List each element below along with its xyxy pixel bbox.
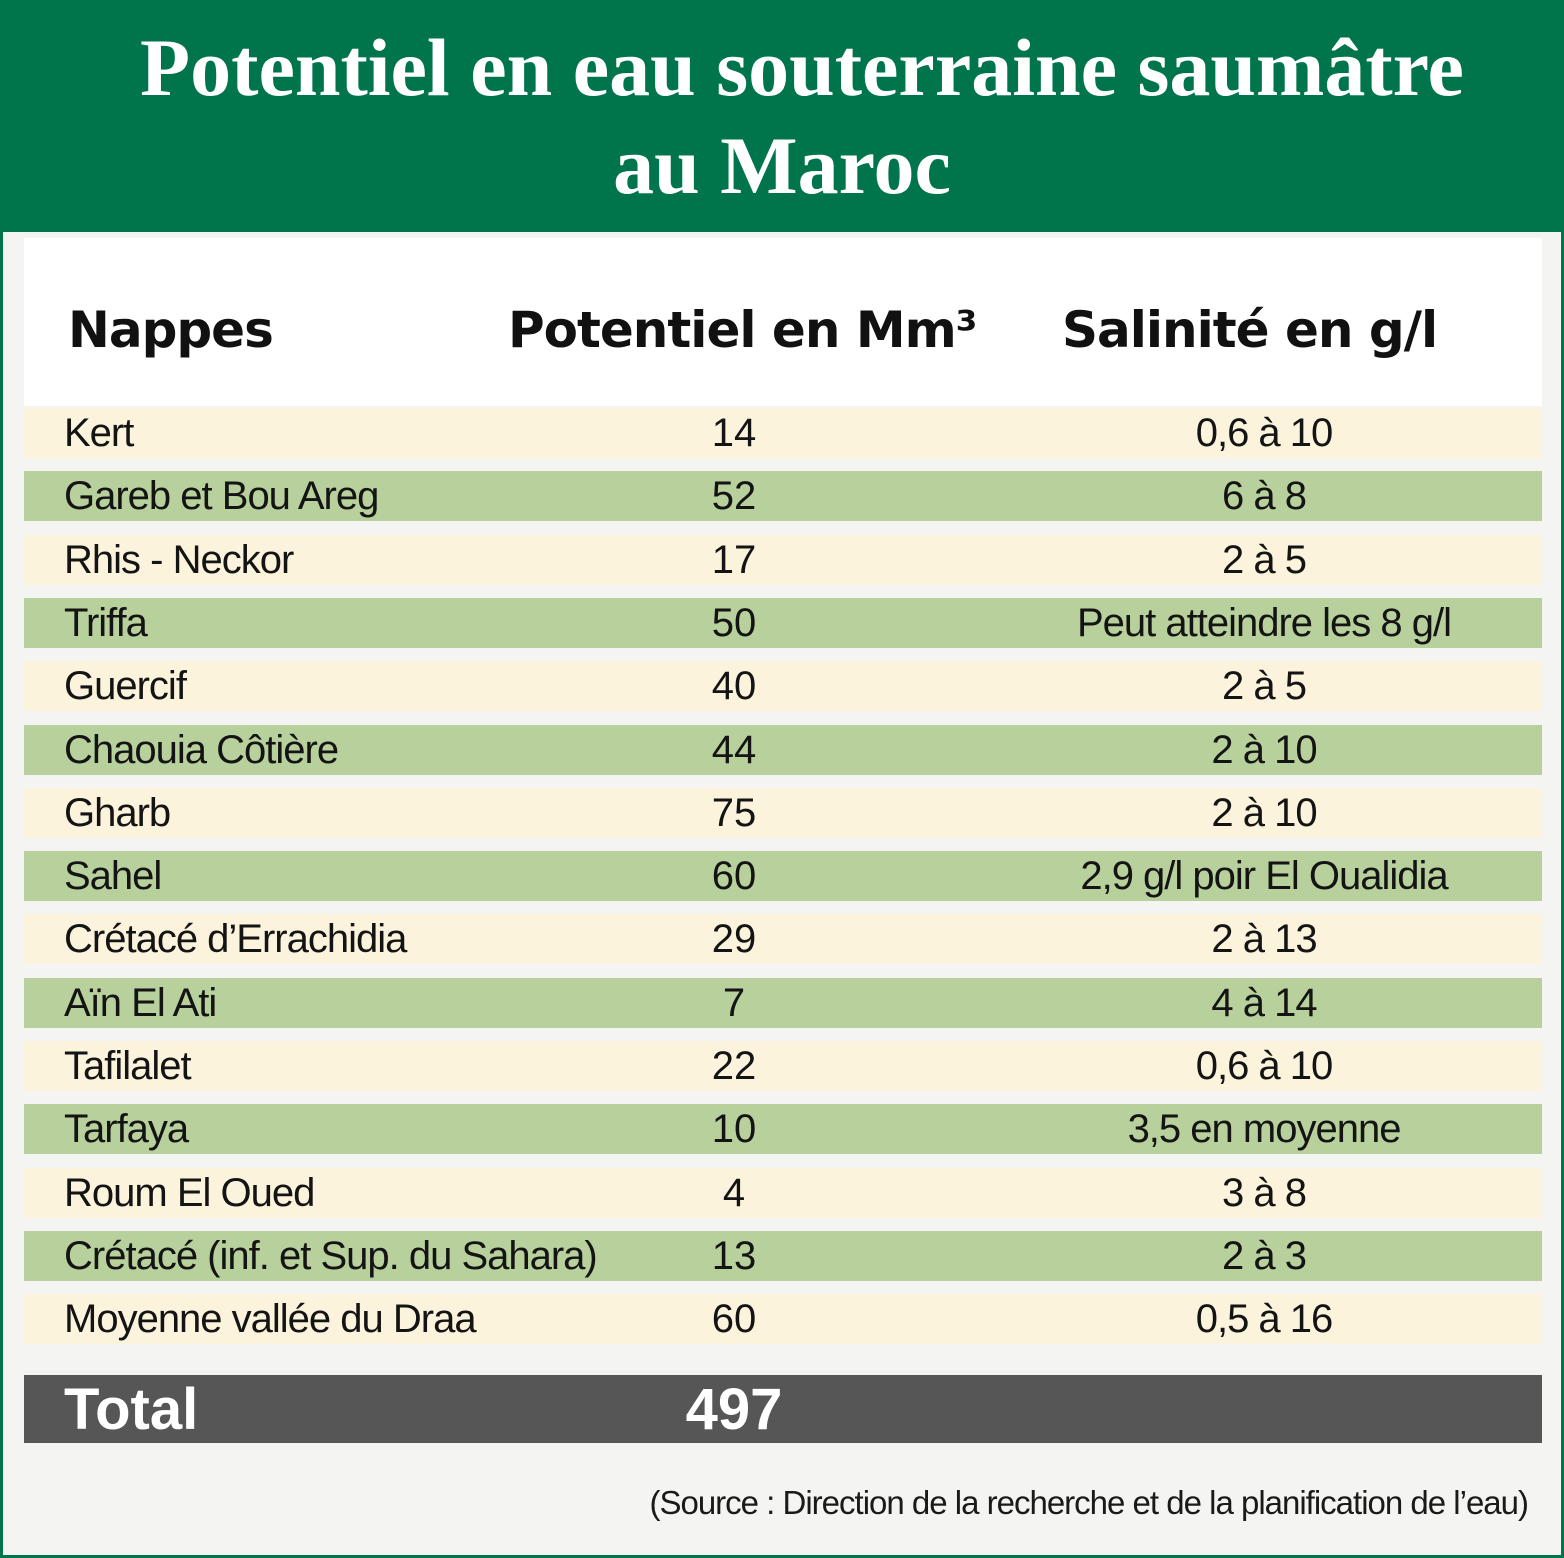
table-row: Sahel 60 2,9 g/l poir El Oualidia [24, 851, 1542, 901]
cell-potentiel: 52 [711, 474, 757, 518]
table-row: Crétacé (inf. et Sup. du Sahara) 13 2 à 3 [24, 1231, 1542, 1281]
column-header-nappes: Nappes [68, 301, 274, 359]
cell-nappe: Triffa [64, 601, 148, 645]
cell-potentiel: 10 [711, 1107, 757, 1151]
table-row: Gharb 75 2 à 10 [24, 788, 1542, 838]
total-row: Total 497 [24, 1375, 1542, 1443]
cell-nappe: Aïn El Ati [64, 981, 217, 1025]
cell-salinite: 2 à 10 [1211, 791, 1317, 835]
table-row: Moyenne vallée du Draa 60 0,5 à 16 [24, 1294, 1542, 1344]
table-row: Crétacé d’Errachidia 29 2 à 13 [24, 914, 1542, 964]
cell-salinite: 6 à 8 [1222, 474, 1307, 518]
table-row: Gareb et Bou Areg 52 6 à 8 [24, 471, 1542, 521]
cell-nappe: Guercif [64, 664, 187, 708]
cell-nappe: Gareb et Bou Areg [64, 474, 379, 518]
cell-potentiel: 17 [711, 538, 757, 582]
cell-potentiel: 50 [711, 601, 757, 645]
cell-nappe: Crétacé (inf. et Sup. du Sahara) [64, 1234, 598, 1278]
cell-nappe: Moyenne vallée du Draa [64, 1297, 477, 1341]
cell-salinite: 3,5 en moyenne [1127, 1107, 1402, 1151]
cell-nappe: Tafilalet [64, 1044, 192, 1088]
cell-salinite: 2 à 3 [1222, 1234, 1307, 1278]
table-row: Tarfaya 10 3,5 en moyenne [24, 1104, 1542, 1154]
cell-potentiel: 60 [711, 854, 757, 898]
table-row: Aïn El Ati 7 4 à 14 [24, 978, 1542, 1028]
cell-salinite: 2 à 5 [1222, 538, 1307, 582]
total-label: Total [64, 1377, 199, 1442]
table-row: Roum El Oued 4 3 à 8 [24, 1168, 1542, 1218]
cell-nappe: Roum El Oued [64, 1171, 315, 1215]
table-row: Guercif 40 2 à 5 [24, 661, 1542, 711]
cell-salinite: Peut atteindre les 8 g/l [1076, 601, 1452, 645]
table-row: Kert 14 0,6 à 10 [24, 408, 1542, 458]
cell-nappe: Kert [64, 411, 134, 455]
cell-nappe: Crétacé d’Errachidia [64, 917, 407, 961]
cell-nappe: Gharb [64, 791, 171, 835]
cell-potentiel: 44 [711, 728, 757, 772]
cell-salinite: 0,6 à 10 [1195, 1044, 1334, 1088]
cell-salinite: 0,5 à 16 [1195, 1297, 1334, 1341]
cell-salinite: 3 à 8 [1222, 1171, 1307, 1215]
title-line-1: Potentiel en eau souterraine saumâtre [140, 22, 1464, 113]
cell-salinite: 4 à 14 [1211, 981, 1317, 1025]
cell-potentiel: 13 [711, 1234, 757, 1278]
title-line-2: au Maroc [613, 120, 951, 211]
cell-potentiel: 75 [711, 791, 757, 835]
cell-salinite: 2 à 10 [1211, 728, 1317, 772]
table-row: Tafilalet 22 0,6 à 10 [24, 1041, 1542, 1091]
cell-potentiel: 14 [711, 411, 757, 455]
header-panel [24, 238, 1542, 406]
table-row: Chaouia Côtière 44 2 à 10 [24, 725, 1542, 775]
total-value: 497 [685, 1377, 783, 1442]
cell-potentiel: 29 [711, 917, 757, 961]
table-row: Triffa 50 Peut atteindre les 8 g/l [24, 598, 1542, 648]
cell-potentiel: 7 [722, 981, 746, 1025]
cell-potentiel: 40 [711, 664, 757, 708]
source-note: (Source : Direction de la recherche et d… [649, 1484, 1529, 1521]
cell-nappe: Rhis - Neckor [64, 538, 294, 582]
cell-salinite: 2 à 13 [1211, 917, 1317, 961]
cell-nappe: Tarfaya [64, 1107, 189, 1151]
cell-potentiel: 60 [711, 1297, 757, 1341]
table-row: Rhis - Neckor 17 2 à 5 [24, 535, 1542, 585]
cell-salinite: 2,9 g/l poir El Oualidia [1080, 854, 1448, 898]
cell-salinite: 2 à 5 [1222, 664, 1307, 708]
cell-nappe: Sahel [64, 854, 162, 898]
cell-nappe: Chaouia Côtière [64, 728, 339, 772]
title-bar: Potentiel en eau souterraine saumâtre au… [0, 0, 1564, 232]
cell-potentiel: 4 [722, 1171, 746, 1215]
column-header-salinite: Salinité en g/l [1062, 301, 1438, 359]
column-header-potentiel: Potentiel en Mm³ [508, 301, 978, 359]
cell-salinite: 0,6 à 10 [1195, 411, 1334, 455]
cell-potentiel: 22 [711, 1044, 757, 1088]
